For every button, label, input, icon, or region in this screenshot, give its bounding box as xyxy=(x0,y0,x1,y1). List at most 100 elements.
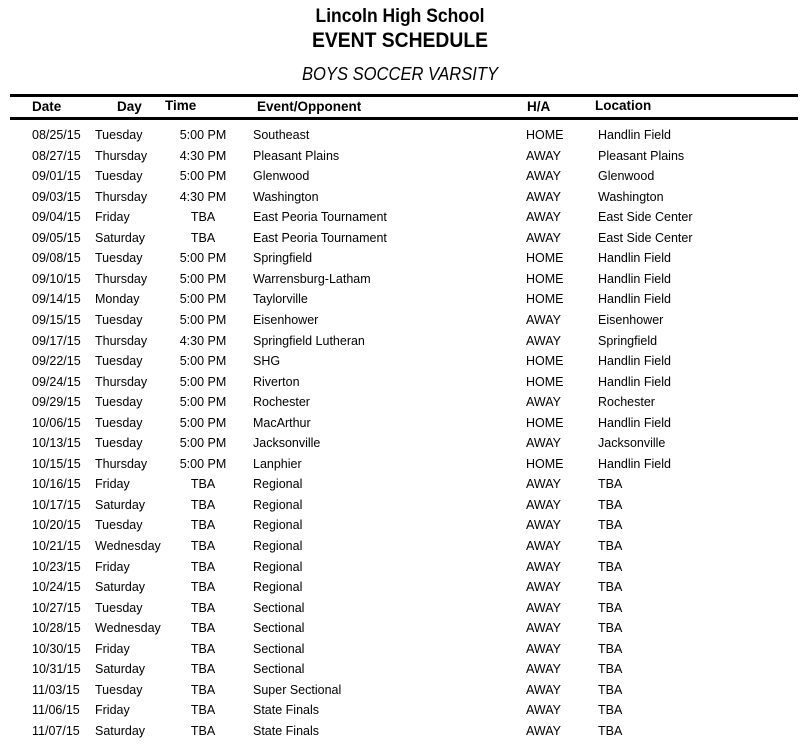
time-cell: 5:00 PM xyxy=(179,312,227,327)
event-cell: Regional xyxy=(253,580,303,595)
location-cell: Handlin Field xyxy=(598,415,671,430)
date-cell: 09/14/15 xyxy=(32,292,81,307)
date-cell: 11/03/15 xyxy=(32,682,80,697)
table-row: 10/31/15 Saturday TBA Sectional AWAY TBA xyxy=(0,662,800,682)
location-cell: TBA xyxy=(598,518,623,533)
event-cell: Rochester xyxy=(253,395,310,410)
date-cell: 09/24/15 xyxy=(32,374,81,389)
time-cell: TBA xyxy=(190,580,216,595)
location-cell: TBA xyxy=(598,723,623,738)
date-cell: 09/17/15 xyxy=(32,333,81,348)
time-cell: TBA xyxy=(190,210,216,225)
day-cell: Thursday xyxy=(95,333,148,348)
location-cell: TBA xyxy=(598,539,623,553)
home-away-cell: AWAY xyxy=(526,682,561,697)
location-cell: TBA xyxy=(598,682,623,697)
location-cell: East Side Center xyxy=(598,230,693,245)
day-cell: Tuesday xyxy=(95,251,143,266)
event-cell: SHG xyxy=(253,354,281,369)
time-cell: 5:00 PM xyxy=(179,251,227,266)
home-away-cell: HOME xyxy=(526,456,564,471)
time-cell: 4:30 PM xyxy=(179,148,227,163)
event-cell: Sectional xyxy=(253,621,305,636)
event-cell: Sectional xyxy=(253,641,305,656)
time-cell: 5:00 PM xyxy=(179,374,227,389)
time-cell: 5:00 PM xyxy=(179,415,227,430)
date-cell: 09/08/15 xyxy=(32,251,81,266)
date-cell: 08/27/15 xyxy=(32,148,81,163)
day-cell: Saturday xyxy=(95,497,146,512)
time-cell: TBA xyxy=(190,559,216,574)
location-cell: Handlin Field xyxy=(598,128,671,142)
table-row: 09/29/15 Tuesday 5:00 PM Rochester AWAY Roche… xyxy=(0,395,800,415)
date-cell: 10/21/15 xyxy=(32,539,81,553)
time-cell: 5:00 PM xyxy=(179,354,227,369)
time-cell: 5:00 PM xyxy=(179,271,227,286)
home-away-cell: AWAY xyxy=(526,210,561,225)
table-row: 10/30/15 Friday TBA Sectional AWAY TBA xyxy=(0,642,800,662)
event-cell: Sectional xyxy=(253,662,305,677)
day-cell: Tuesday xyxy=(95,415,143,430)
time-cell: TBA xyxy=(190,600,216,615)
day-cell: Thursday xyxy=(95,271,148,286)
location-cell: Handlin Field xyxy=(598,354,671,369)
day-cell: Tuesday xyxy=(95,354,143,369)
event-cell: Eisenhower xyxy=(253,312,319,327)
date-cell: 09/04/15 xyxy=(32,210,81,225)
event-cell: Springfield Lutheran xyxy=(253,333,365,348)
day-cell: Monday xyxy=(95,292,140,307)
event-cell: Springfield xyxy=(253,251,313,266)
location-cell: TBA xyxy=(598,662,623,677)
table-row: 10/06/15 Tuesday 5:00 PM MacArthur HOME Handl… xyxy=(0,416,800,436)
day-cell: Thursday xyxy=(95,374,148,389)
date-cell: 10/06/15 xyxy=(32,415,81,430)
event-cell: Regional xyxy=(253,477,303,492)
location-cell: Pleasant Plains xyxy=(598,148,685,163)
table-row: 09/10/15 Thursday 5:00 PM Warrensburg-Latha… xyxy=(0,272,800,292)
home-away-cell: AWAY xyxy=(526,436,561,451)
day-cell: Friday xyxy=(95,703,130,718)
date-cell: 08/25/15 xyxy=(32,128,81,142)
table-row: 09/05/15 Saturday TBA East Peoria Tournamen… xyxy=(0,231,800,251)
page-title: EVENT SCHEDULE xyxy=(311,29,489,52)
table-row: 11/07/15 Saturday TBA State Finals AWAY TBA xyxy=(0,724,800,744)
location-cell: TBA xyxy=(598,641,623,656)
day-cell: Tuesday xyxy=(95,518,143,533)
day-cell: Thursday xyxy=(95,148,148,163)
location-cell: Rochester xyxy=(598,395,655,410)
page-subtitle: BOYS SOCCER VARSITY xyxy=(301,64,499,84)
date-cell: 10/15/15 xyxy=(32,456,81,471)
date-cell: 09/01/15 xyxy=(32,169,81,184)
table-row: 09/15/15 Tuesday 5:00 PM Eisenhower AWAY Eise… xyxy=(0,313,800,333)
day-cell: Saturday xyxy=(95,723,146,738)
event-cell: Jacksonville xyxy=(253,436,321,451)
home-away-cell: HOME xyxy=(526,374,564,389)
table-row: 09/24/15 Thursday 5:00 PM Riverton HOME Handl… xyxy=(0,375,800,395)
location-cell: TBA xyxy=(598,580,623,595)
home-away-cell: AWAY xyxy=(526,621,561,636)
column-header-location: Location xyxy=(595,98,652,113)
date-cell: 10/20/15 xyxy=(32,518,81,533)
event-cell: State Finals xyxy=(253,723,320,738)
home-away-cell: AWAY xyxy=(526,395,561,410)
home-away-cell: AWAY xyxy=(526,497,561,512)
time-cell: TBA xyxy=(190,230,216,245)
event-cell: Glenwood xyxy=(253,169,310,184)
location-cell: TBA xyxy=(598,621,623,636)
table-row: 09/08/15 Tuesday 5:00 PM Springfield HOME Han… xyxy=(0,251,800,271)
time-cell: TBA xyxy=(190,703,216,718)
time-cell: 5:00 PM xyxy=(179,395,227,410)
table-row: 11/06/15 Friday TBA State Finals AWAY TBA xyxy=(0,703,800,723)
day-cell: Tuesday xyxy=(95,169,143,184)
table-row: 10/15/15 Thursday 5:00 PM Lanphier HOME Handl… xyxy=(0,457,800,477)
date-cell: 10/28/15 xyxy=(32,621,81,636)
home-away-cell: AWAY xyxy=(526,189,561,204)
location-cell: Handlin Field xyxy=(598,374,671,389)
event-cell: Sectional xyxy=(253,600,305,615)
time-cell: 5:00 PM xyxy=(179,436,227,451)
time-cell: TBA xyxy=(190,641,216,656)
day-cell: Tuesday xyxy=(95,436,143,451)
location-cell: TBA xyxy=(598,497,623,512)
table-row: 09/17/15 Thursday 4:30 PM Springfield Luthe… xyxy=(0,334,800,354)
day-cell: Friday xyxy=(95,641,130,656)
